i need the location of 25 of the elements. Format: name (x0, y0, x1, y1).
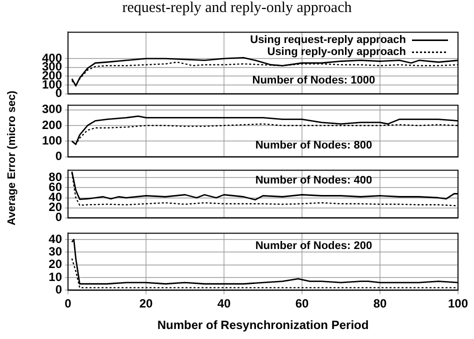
chart-title: request-reply and reply-only approach (121, 0, 353, 17)
y-tick-label: 0 (55, 210, 62, 224)
x-tick-label: 100 (448, 296, 468, 311)
y-tick-label: 0 (55, 149, 62, 164)
y-tick-label: 200 (42, 118, 62, 132)
annotation: Number of Nodes: 800 (255, 139, 372, 152)
annotation: Number of Nodes: 1000 (252, 74, 376, 86)
x-tick-label: 0 (64, 296, 72, 311)
legend-label: Using reply-only approach (267, 46, 406, 58)
annotation: Number of Nodes: 400 (255, 174, 372, 187)
y-tick-label: 0 (55, 282, 62, 297)
x-axis-title: Number of Resynchronization Period (157, 318, 369, 332)
y-tick-label: 100 (42, 133, 62, 148)
legend-label: Using request-reply approach (250, 34, 406, 46)
y-tick-label: 30 (48, 244, 62, 259)
x-tick-label: 60 (295, 296, 309, 311)
x-tick-label: 40 (217, 296, 231, 311)
y-tick-label: 40 (48, 232, 62, 246)
y-tick-label: 300 (42, 102, 62, 116)
y-axis-title: Average Error (micro sec) (6, 90, 18, 228)
y-tick-label: 20 (48, 257, 62, 272)
annotation: Number of Nodes: 200 (255, 240, 372, 252)
y-tick-label: 10 (48, 270, 62, 284)
x-tick-label: 80 (373, 296, 387, 311)
x-tick-label: 20 (139, 296, 153, 311)
